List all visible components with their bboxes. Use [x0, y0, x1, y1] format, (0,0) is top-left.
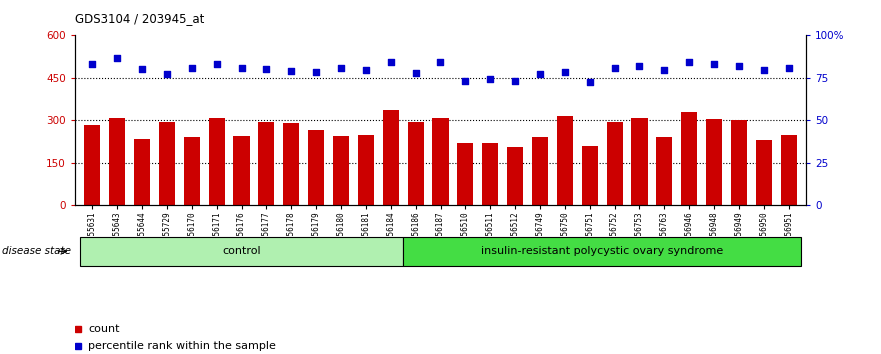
- Bar: [134, 139, 150, 205]
- Point: [234, 65, 248, 71]
- Bar: [656, 137, 672, 205]
- Bar: [781, 135, 796, 205]
- Bar: [507, 147, 523, 205]
- Point: [657, 67, 671, 73]
- Text: GDS3104 / 203945_at: GDS3104 / 203945_at: [75, 12, 204, 25]
- Bar: [408, 122, 424, 205]
- Text: disease state: disease state: [2, 246, 70, 256]
- Bar: [581, 146, 598, 205]
- Bar: [482, 143, 499, 205]
- Bar: [606, 122, 623, 205]
- Text: count: count: [88, 324, 120, 333]
- Point: [508, 78, 522, 84]
- Bar: [632, 118, 648, 205]
- Bar: [358, 135, 374, 205]
- Bar: [756, 140, 772, 205]
- Bar: [557, 116, 573, 205]
- Bar: [80, 237, 403, 266]
- Bar: [403, 237, 801, 266]
- Bar: [308, 130, 324, 205]
- Point: [533, 72, 547, 77]
- Point: [409, 70, 423, 76]
- Point: [135, 67, 149, 72]
- Point: [384, 59, 398, 65]
- Bar: [433, 118, 448, 205]
- Point: [433, 59, 448, 65]
- Point: [483, 76, 497, 81]
- Bar: [532, 137, 548, 205]
- Bar: [457, 143, 473, 205]
- Text: insulin-resistant polycystic ovary syndrome: insulin-resistant polycystic ovary syndr…: [481, 246, 723, 256]
- Bar: [184, 137, 200, 205]
- Bar: [706, 119, 722, 205]
- Point: [582, 79, 596, 85]
- Point: [633, 63, 647, 69]
- Bar: [283, 123, 300, 205]
- Bar: [109, 118, 125, 205]
- Point: [85, 61, 100, 67]
- Text: percentile rank within the sample: percentile rank within the sample: [88, 341, 276, 351]
- Point: [259, 67, 273, 72]
- Bar: [85, 125, 100, 205]
- Point: [359, 67, 373, 73]
- Point: [309, 69, 323, 75]
- Bar: [233, 136, 249, 205]
- Point: [781, 65, 796, 70]
- Point: [707, 61, 722, 67]
- Bar: [731, 120, 747, 205]
- Bar: [258, 122, 275, 205]
- Point: [558, 69, 572, 74]
- Point: [285, 68, 299, 74]
- Point: [608, 65, 622, 71]
- Bar: [382, 110, 399, 205]
- Bar: [333, 136, 349, 205]
- Point: [185, 65, 199, 71]
- Point: [159, 71, 174, 76]
- Text: control: control: [222, 246, 261, 256]
- Point: [110, 55, 124, 61]
- Bar: [681, 112, 697, 205]
- Point: [210, 61, 224, 67]
- Point: [732, 63, 746, 69]
- Point: [334, 65, 348, 71]
- Point: [682, 59, 696, 65]
- Point: [458, 78, 472, 84]
- Bar: [159, 122, 175, 205]
- Point: [757, 67, 771, 73]
- Bar: [209, 118, 225, 205]
